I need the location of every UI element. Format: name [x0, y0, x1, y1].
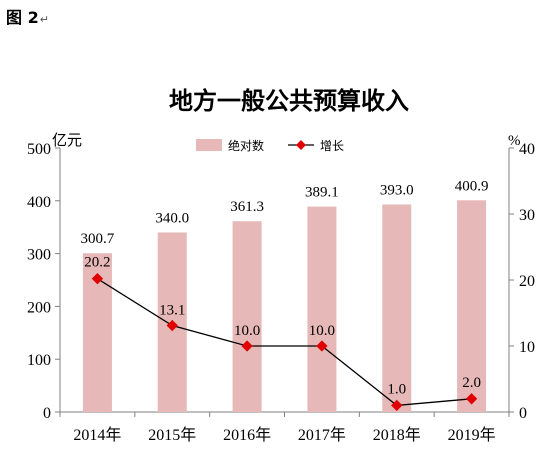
growth-marker	[465, 393, 478, 405]
left-axis-tick-label: 100	[27, 352, 51, 369]
bar-value-label: 389.1	[305, 185, 339, 201]
x-axis-tick-label: 2019年	[448, 426, 496, 444]
paragraph-mark: ↵	[39, 13, 49, 26]
growth-line	[97, 278, 472, 407]
growth-marker	[241, 340, 253, 352]
bar-value-label: 393.0	[380, 182, 414, 198]
left-axis-tick-label: 0	[43, 405, 51, 422]
growth-value-label: 10.0	[234, 323, 260, 339]
legend: 绝对数 增长	[196, 138, 344, 153]
legend-label-line: 增长	[320, 139, 344, 153]
figure-label: 图 2↵	[6, 4, 49, 28]
bar-value-label: 300.7	[81, 231, 115, 247]
growth-value-label: 13.1	[159, 303, 185, 319]
figure-label-text: 图 2	[6, 8, 39, 27]
growth-value-label: 2.0	[462, 375, 481, 391]
growth-value-label: 1.0	[387, 381, 406, 397]
bar	[382, 204, 412, 412]
chart-title: 地方一般公共预算收入	[169, 87, 409, 115]
legend-swatch-bar	[196, 139, 222, 151]
legend-label-bar: 绝对数	[228, 138, 264, 153]
bar	[232, 221, 262, 412]
bar-value-label: 340.0	[155, 210, 189, 226]
growth-value-label: 10.0	[309, 323, 335, 339]
growth-marker	[391, 399, 403, 412]
left-axis-tick-label: 500	[27, 141, 51, 158]
x-axis-tick-label: 2014年	[73, 426, 121, 444]
x-axis-tick-label: 2018年	[373, 426, 421, 444]
right-axis-unit: %	[508, 133, 521, 149]
growth-marker	[316, 340, 328, 352]
bar	[307, 206, 337, 412]
legend-swatch-marker	[296, 140, 306, 150]
growth-marker	[166, 319, 178, 332]
left-axis-tick-label: 400	[27, 194, 51, 211]
right-axis-tick-label: 30	[519, 207, 535, 224]
right-axis-tick-label: 40	[519, 141, 535, 158]
left-axis-tick-label: 300	[27, 247, 51, 264]
bar-value-label: 361.3	[230, 199, 264, 215]
right-axis-tick-label: 0	[519, 405, 527, 422]
bar-value-label: 400.9	[455, 178, 489, 194]
x-axis-tick-label: 2015年	[148, 426, 196, 444]
right-axis-tick-label: 10	[519, 339, 535, 356]
x-axis-tick-label: 2016年	[223, 426, 271, 444]
left-axis-tick-label: 200	[27, 299, 51, 316]
right-axis-tick-label: 20	[519, 273, 535, 290]
growth-value-label: 20.2	[84, 255, 110, 271]
bar	[457, 200, 487, 412]
left-axis-unit: 亿元	[52, 131, 82, 149]
x-axis-tick-label: 2017年	[298, 426, 346, 444]
